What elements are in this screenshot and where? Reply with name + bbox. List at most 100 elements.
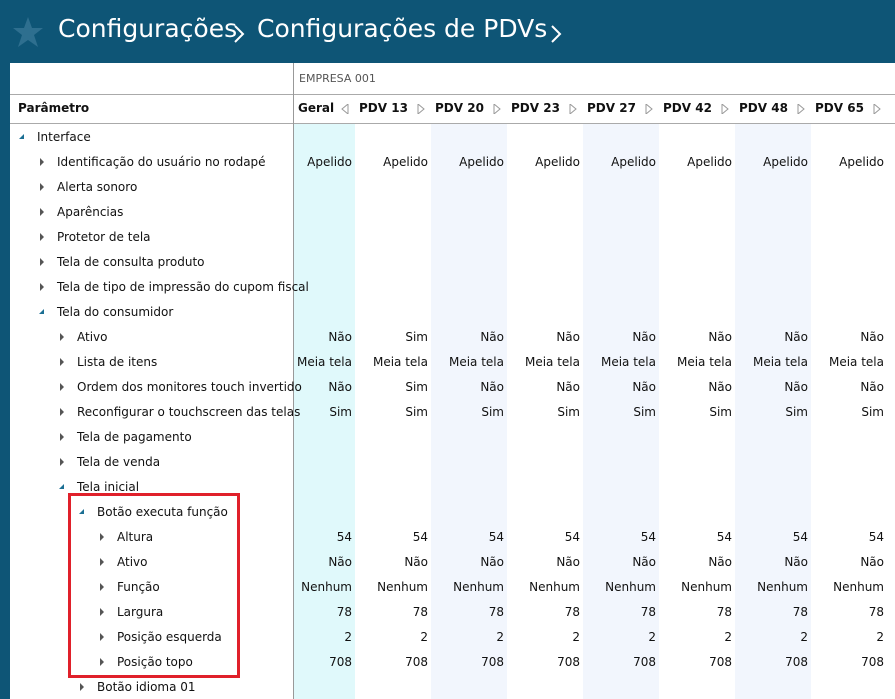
expander[interactable] (38, 208, 46, 216)
cell-value: 708 (709, 655, 732, 669)
breadcrumb[interactable]: Configurações de PDVs (257, 14, 548, 43)
expander[interactable] (38, 183, 46, 191)
cell-value: Apelido (839, 155, 884, 169)
row-label[interactable]: Protetor de tela (57, 230, 151, 244)
scroll-arrow[interactable] (797, 104, 805, 114)
expander[interactable] (98, 658, 106, 666)
cell-value: Apelido (687, 155, 732, 169)
expander[interactable] (58, 333, 66, 341)
row-label[interactable]: Lista de itens (77, 355, 158, 369)
row-label[interactable]: Tela de venda (77, 455, 161, 469)
expander[interactable] (98, 608, 106, 616)
expander[interactable] (38, 283, 46, 291)
cell-value: Não (784, 330, 808, 344)
cell-value: 78 (640, 605, 656, 619)
column-header[interactable]: PDV 48 (739, 101, 788, 115)
side-strip (0, 63, 10, 699)
cell-value: Apelido (459, 155, 504, 169)
row-label[interactable]: Identificação do usuário no rodapé (57, 155, 266, 169)
expander[interactable] (38, 258, 46, 266)
column-header[interactable]: PDV 20 (435, 101, 484, 115)
row-label[interactable]: Reconfigurar o touchscreen das telas (77, 405, 301, 419)
expander[interactable] (58, 383, 66, 391)
column-header[interactable]: Geral (298, 101, 335, 115)
row-label[interactable]: Aparências (57, 205, 124, 219)
group-header: EMPRESA 001 (299, 72, 376, 85)
scroll-arrow[interactable] (341, 104, 349, 114)
cell-value: 2 (876, 630, 884, 644)
row-label[interactable]: Tela de pagamento (77, 430, 192, 444)
row-label[interactable]: Ativo (117, 555, 148, 569)
cell-value: 78 (716, 605, 732, 619)
cell-value: Nenhum (757, 580, 808, 594)
expander[interactable] (78, 683, 86, 691)
row-label[interactable]: Tela de consulta produto (57, 255, 205, 269)
column-header[interactable]: PDV 13 (359, 101, 408, 115)
cell-value: 708 (329, 655, 352, 669)
column-header[interactable]: PDV 65 (815, 101, 864, 115)
cell-value: 54 (564, 530, 580, 544)
row-label[interactable]: Alerta sonoro (57, 180, 138, 194)
cell-value: Não (480, 330, 504, 344)
expander[interactable] (98, 583, 106, 591)
row-label[interactable]: Largura (117, 605, 164, 619)
row-label[interactable]: Posição esquerda (117, 630, 222, 644)
scroll-arrow[interactable] (417, 104, 425, 114)
expander[interactable] (98, 533, 106, 541)
cell-value: Sim (329, 405, 352, 419)
row-label[interactable]: Função (117, 580, 160, 594)
cell-value: 2 (724, 630, 732, 644)
expander[interactable] (98, 633, 106, 641)
cell-value: Meia tela (828, 355, 884, 369)
expander[interactable] (78, 508, 86, 516)
row-label[interactable]: Ativo (77, 330, 108, 344)
expander[interactable] (58, 408, 66, 416)
row-label[interactable]: Altura (117, 530, 154, 544)
scroll-arrow[interactable] (873, 104, 881, 114)
scroll-arrow[interactable] (493, 104, 501, 114)
cell-value: Nenhum (377, 580, 428, 594)
cell-value: Sim (861, 405, 884, 419)
row-label[interactable]: Tela inicial (77, 480, 140, 494)
expander[interactable] (38, 233, 46, 241)
cell-value: Nenhum (529, 580, 580, 594)
expander[interactable] (58, 483, 66, 491)
row-label[interactable]: Posição topo (117, 655, 193, 669)
expander[interactable] (98, 558, 106, 566)
cell-value: 2 (344, 630, 352, 644)
column-header[interactable]: PDV 23 (511, 101, 560, 115)
expander[interactable] (38, 158, 46, 166)
row-label[interactable]: Botão idioma 01 (97, 680, 196, 694)
cell-value: 54 (792, 530, 808, 544)
cell-value: Não (328, 330, 352, 344)
scroll-arrow[interactable] (721, 104, 729, 114)
cell-value: Não (480, 380, 504, 394)
expander[interactable] (58, 458, 66, 466)
cell-value: 708 (481, 655, 504, 669)
breadcrumb[interactable]: Configurações (58, 14, 238, 43)
cell-value: Não (860, 555, 884, 569)
cell-value: Não (632, 555, 656, 569)
expander[interactable] (58, 433, 66, 441)
row-label[interactable]: Interface (37, 130, 91, 144)
row-label[interactable]: Ordem dos monitores touch invertido (77, 380, 302, 394)
expander[interactable] (38, 308, 46, 316)
column-header[interactable]: PDV 42 (663, 101, 712, 115)
cell-value: 2 (420, 630, 428, 644)
cell-value: Não (480, 555, 504, 569)
cell-value: Sim (481, 405, 504, 419)
cell-value: Sim (557, 405, 580, 419)
expander[interactable] (18, 133, 26, 141)
column-header[interactable]: PDV 27 (587, 101, 636, 115)
param-header: Parâmetro (18, 101, 90, 115)
header-bar: Configurações Configurações de PDVs (0, 0, 895, 63)
expander[interactable] (58, 358, 66, 366)
row-label[interactable]: Botão executa função (97, 505, 228, 519)
cell-value: 2 (800, 630, 808, 644)
row-label[interactable]: Tela do consumidor (57, 305, 174, 319)
row-label[interactable]: Tela de tipo de impressão do cupom fisca… (57, 280, 309, 294)
scroll-arrow[interactable] (569, 104, 577, 114)
scroll-arrow[interactable] (645, 104, 653, 114)
